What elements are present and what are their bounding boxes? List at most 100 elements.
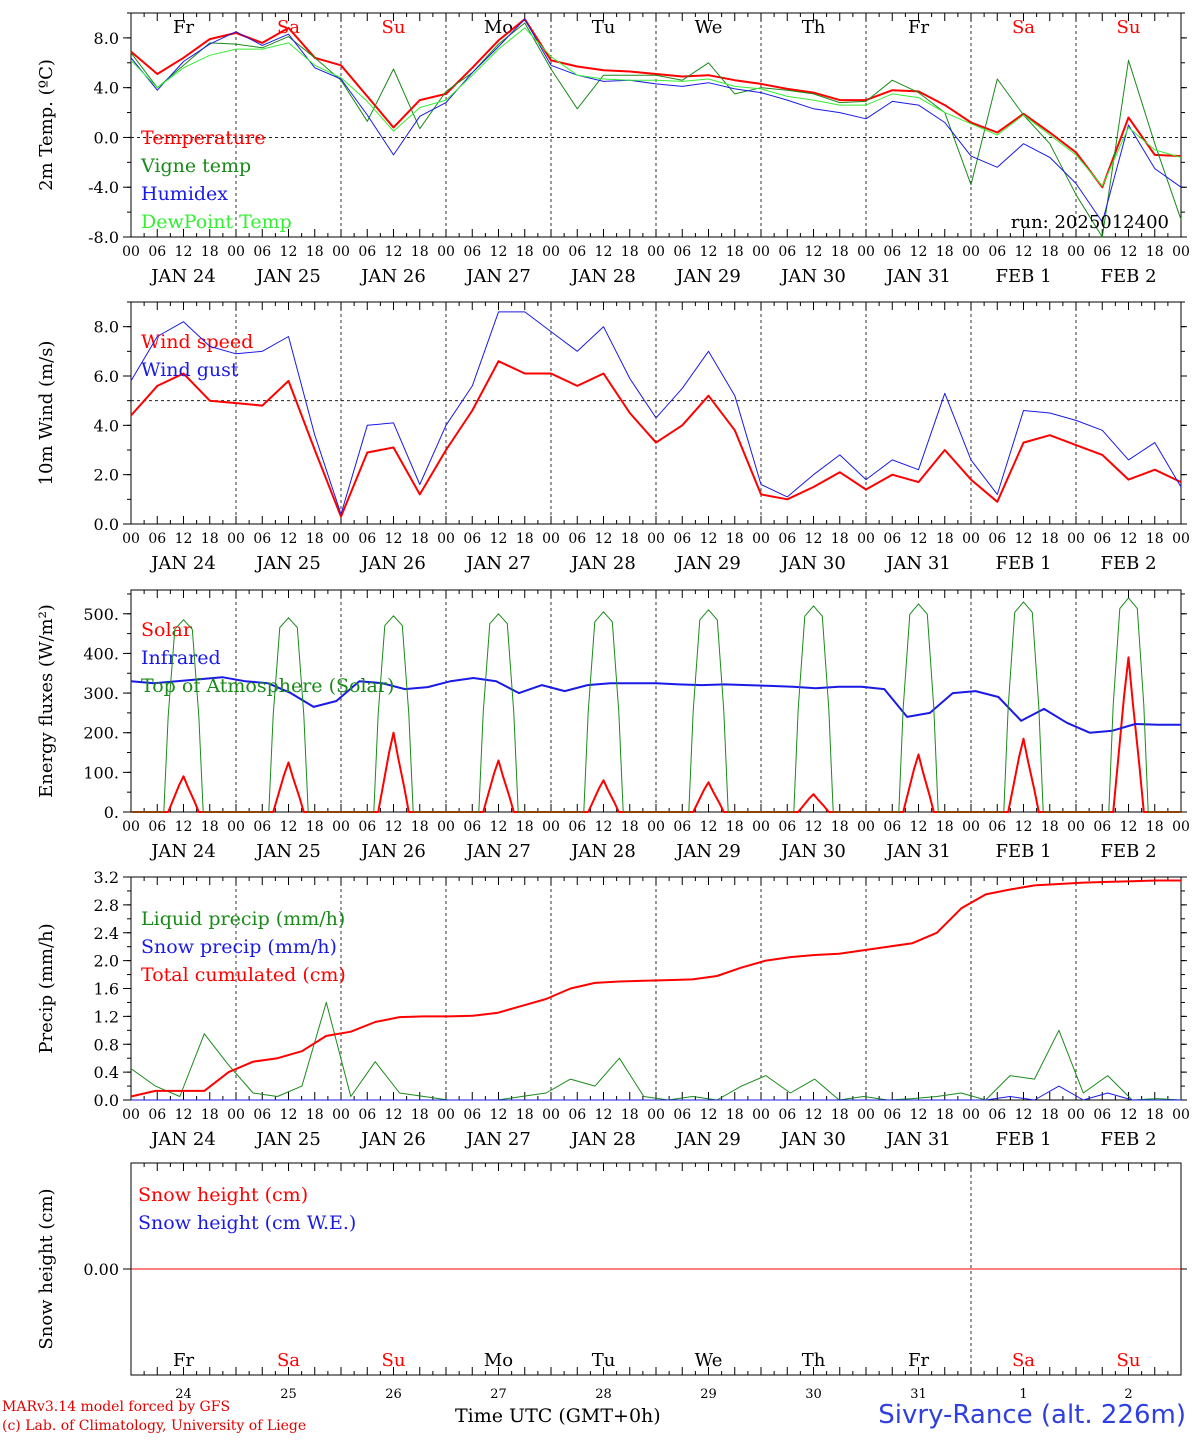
hour-label: 18 (831, 1107, 849, 1123)
y-tick-label: 4.0 (94, 79, 119, 98)
day-label: JAN 31 (884, 1129, 951, 1150)
y-tick-label: 2.0 (94, 952, 119, 971)
weekday-label: Fr (908, 17, 929, 38)
hour-label: 18 (306, 819, 324, 835)
hour-label: 00 (962, 819, 980, 835)
hour-label: 06 (1093, 819, 1111, 835)
y-tick-label: -4.0 (88, 178, 119, 197)
day-label: JAN 24 (149, 553, 216, 574)
hour-label: 18 (411, 819, 429, 835)
series-line-infrared (130, 676, 1181, 734)
hour-label: 12 (280, 1107, 298, 1123)
hour-label: 18 (831, 819, 849, 835)
hour-label: 06 (568, 819, 586, 835)
hour-label: 00 (437, 1107, 455, 1123)
hour-label: 12 (805, 531, 823, 547)
legend-entry: Infrared (141, 647, 221, 669)
hour-label: 12 (910, 531, 928, 547)
run-annotation: run: 2025012400 (1011, 212, 1169, 233)
hour-label: 06 (988, 1107, 1006, 1123)
hour-label: 06 (358, 819, 376, 835)
weekday-label: Sa (277, 1350, 300, 1371)
series-line-dewpoint-temp (130, 27, 1182, 187)
hour-label: 12 (175, 819, 193, 835)
hour-label: 18 (726, 819, 744, 835)
hour-label: 06 (568, 1107, 586, 1123)
legend-entry: Snow precip (mm/h) (141, 936, 337, 958)
day-label: JAN 29 (674, 553, 741, 574)
hour-label: 06 (253, 531, 271, 547)
hour-label: 00 (1067, 819, 1085, 835)
weekday-label: Su (1117, 1350, 1141, 1371)
hour-label: 00 (752, 531, 770, 547)
y-tick-label: 0.4 (94, 1063, 119, 1082)
weekday-label: Th (802, 17, 826, 38)
hour-label: 06 (988, 531, 1006, 547)
y-tick-label: 0.0 (94, 515, 119, 534)
hour-label: 12 (175, 1107, 193, 1123)
hour-label: 18 (516, 1107, 534, 1123)
panel-frame (130, 12, 1182, 238)
hour-label: 18 (1146, 531, 1164, 547)
hour-label: 18 (411, 531, 429, 547)
hour-label: 18 (621, 531, 639, 547)
y-tick-label: 2.8 (94, 896, 119, 915)
y-tick-label: 1.2 (94, 1007, 119, 1026)
day-label: FEB 1 (995, 553, 1051, 574)
hour-label: 12 (175, 531, 193, 547)
day-label: JAN 27 (464, 841, 531, 862)
hour-label: 12 (280, 244, 298, 260)
y-axis-label: Snow height (cm) (36, 1188, 57, 1349)
hour-label: 12 (595, 531, 613, 547)
hour-label: 06 (1093, 244, 1111, 260)
day-label: JAN 26 (359, 1129, 426, 1150)
day-label: JAN 30 (779, 1129, 846, 1150)
hour-label: 06 (568, 531, 586, 547)
hour-label: 00 (332, 531, 350, 547)
hour-label: 12 (490, 531, 508, 547)
hour-label: 06 (148, 531, 166, 547)
hour-label: 18 (831, 531, 849, 547)
day-label: JAN 24 (149, 266, 216, 287)
hour-label: 18 (306, 244, 324, 260)
hour-label: 12 (1120, 244, 1138, 260)
hour-label: 00 (437, 244, 455, 260)
hour-label: 00 (752, 819, 770, 835)
hour-label: 12 (280, 531, 298, 547)
y-tick-label: 8.0 (94, 29, 119, 48)
day-number: 25 (280, 1387, 297, 1402)
legend-entry: Snow height (cm) (138, 1184, 308, 1206)
hour-label: 18 (306, 1107, 324, 1123)
day-label: JAN 24 (149, 1129, 216, 1150)
hour-label: 00 (647, 1107, 665, 1123)
hour-label: 18 (1146, 244, 1164, 260)
day-label: JAN 28 (569, 553, 636, 574)
hour-label: 12 (805, 244, 823, 260)
hour-label: 12 (1015, 531, 1033, 547)
hour-label: 12 (700, 819, 718, 835)
hour-label: 18 (726, 531, 744, 547)
hour-label: 18 (936, 531, 954, 547)
legend-entry: Total cumulated (cm) (141, 964, 346, 986)
y-tick-label: 2.4 (94, 924, 119, 943)
weekday-label: Th (802, 1350, 826, 1371)
y-tick-label: 400. (83, 644, 119, 663)
day-number: 28 (595, 1387, 612, 1402)
weekday-label: Mo (484, 17, 513, 38)
hour-label: 06 (883, 244, 901, 260)
weekday-label: Sa (1012, 17, 1035, 38)
hour-label: 12 (1015, 819, 1033, 835)
hour-label: 00 (332, 1107, 350, 1123)
hour-label: 06 (883, 1107, 901, 1123)
day-label: FEB 2 (1100, 1129, 1156, 1150)
hour-label: 18 (726, 244, 744, 260)
y-tick-label: 3.2 (94, 868, 119, 887)
station-title: Sivry-Rance (alt. 226m) (878, 1400, 1186, 1430)
legend-entry: Top of Atmosphere (Solar) (141, 675, 394, 697)
hour-label: 00 (332, 819, 350, 835)
hour-label: 18 (1041, 531, 1059, 547)
hour-label: 12 (490, 244, 508, 260)
hour-label: 18 (306, 531, 324, 547)
day-number: 24 (175, 1387, 192, 1402)
hour-label: 18 (411, 1107, 429, 1123)
